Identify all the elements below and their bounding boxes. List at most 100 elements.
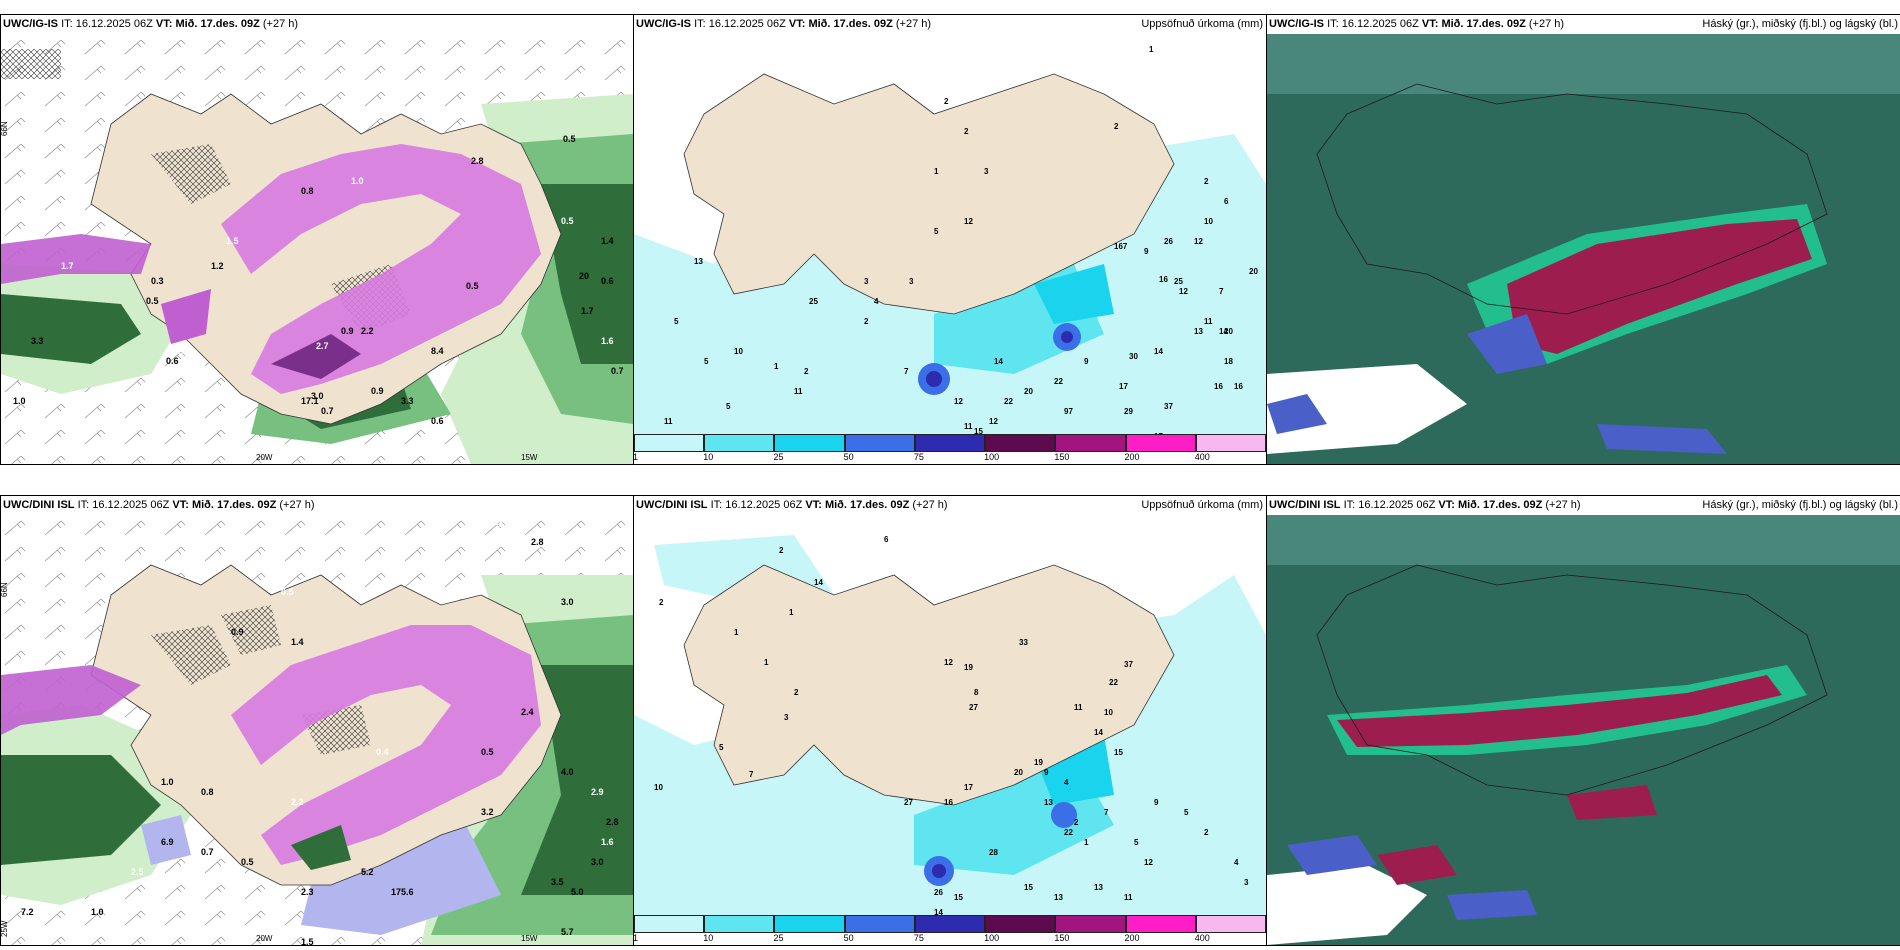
value-label: 37 xyxy=(1164,402,1173,411)
value-label: 26 xyxy=(934,888,943,897)
value-label: 2 xyxy=(1204,828,1209,837)
value-label: 2 xyxy=(794,688,799,697)
value-label: 11 xyxy=(794,387,803,396)
value-label: 19 xyxy=(1034,758,1043,767)
value-label: 17 xyxy=(391,887,401,897)
value-label: 10 xyxy=(1104,708,1113,717)
value-label: 4 xyxy=(1064,778,1069,787)
value-label: 1 xyxy=(774,362,779,371)
init-time: 16.12.2025 06Z xyxy=(1341,18,1419,30)
value-label: 0.5 xyxy=(481,747,494,757)
colorbar-swatch xyxy=(1125,434,1196,452)
colorbar-swatch xyxy=(704,434,775,452)
colorbar-swatch xyxy=(634,915,705,933)
lat-label: 66N xyxy=(1,121,9,136)
colorbar-tick: 100 xyxy=(984,452,1000,462)
colorbar-swatch xyxy=(704,915,775,933)
colorbar-swatch xyxy=(774,915,845,933)
value-label: 1.7 xyxy=(581,306,594,316)
valid-time: Mið. 17.des. 09Z xyxy=(191,499,277,511)
value-label: 14 xyxy=(934,908,943,915)
colorbar: 1 10 25 50 75 100 150 200 400 xyxy=(634,915,1266,945)
colorbar-tick: 75 xyxy=(913,452,924,462)
value-label: 26 xyxy=(1164,237,1173,246)
value-label: 2.8 xyxy=(531,537,544,547)
value-label: 1.5 xyxy=(301,937,314,945)
colorbar-swatch xyxy=(774,434,845,452)
model-name: UWC/IG-IS xyxy=(3,18,58,30)
panel-header: UWC/IG-IS IT: 16.12.2025 06Z VT: Mið. 17… xyxy=(1,15,633,34)
valid-time: Mið. 17.des. 09Z xyxy=(175,18,260,30)
value-label: 2.5 xyxy=(131,867,144,877)
lead-time: (+27 h) xyxy=(262,18,299,30)
value-label: 15 xyxy=(974,427,983,434)
value-label: 20 xyxy=(579,271,589,281)
lead-time: (+27 h) xyxy=(279,499,315,511)
value-label: 3 xyxy=(909,277,914,286)
value-label: 17.1 xyxy=(301,396,319,406)
value-label: 17 xyxy=(1154,432,1163,434)
value-label: 12 xyxy=(989,417,998,426)
colorbar-tick: 1 xyxy=(633,933,639,943)
value-label: 22 xyxy=(1064,828,1073,837)
colorbar-swatch xyxy=(844,915,915,933)
colorbar-swatch xyxy=(1195,915,1266,933)
lead-time: (+27 h) xyxy=(1528,18,1565,30)
value-label: 2.7 xyxy=(316,341,329,351)
value-label: 4 xyxy=(1234,858,1239,867)
colorbar-tick: 400 xyxy=(1194,933,1210,943)
cloud-map xyxy=(1267,34,1900,464)
value-label: 2 xyxy=(1074,818,1079,827)
panel-header: UWC/DINI ISL IT: 16.12.2025 06Z VT: Mið.… xyxy=(1,496,633,515)
value-label: 14 xyxy=(814,578,823,587)
value-label: 15 xyxy=(1114,748,1123,757)
valid-time: Mið. 17.des. 09Z xyxy=(1457,499,1543,511)
value-label: 12 xyxy=(964,217,973,226)
value-label: 2.4 xyxy=(521,707,534,717)
panel-cloud-dini: UWC/DINI ISL IT: 16.12.2025 06Z VT: Mið.… xyxy=(1266,495,1900,946)
value-label: 5 xyxy=(934,227,939,236)
value-label: 0.5 xyxy=(281,587,294,597)
field-title: Háský (gr.), miðský (fj.bl.) og lágský (… xyxy=(1702,499,1898,511)
value-label: 11 xyxy=(1074,703,1083,712)
model-name: UWC/IG-IS xyxy=(1269,18,1324,30)
value-label: 0.5 xyxy=(146,296,159,306)
value-label: 25 xyxy=(809,297,818,306)
value-label: 4 xyxy=(874,297,879,306)
value-label: 16 xyxy=(1214,382,1223,391)
low-cloud-band xyxy=(1337,675,1782,747)
colorbar-swatch xyxy=(1195,434,1266,452)
value-label: 0.4 xyxy=(376,747,389,757)
value-label: 7 xyxy=(1219,287,1224,296)
lead-time: (+27 h) xyxy=(912,499,948,511)
value-label: 17 xyxy=(1119,382,1128,391)
value-label: 14 xyxy=(1219,327,1228,336)
value-label: 11 xyxy=(1204,317,1213,326)
value-label: 2 xyxy=(944,97,949,106)
value-label: 2 xyxy=(1114,122,1119,131)
value-label: 7 xyxy=(1104,808,1109,817)
value-labels: 6214211123571012198273337221110141519920… xyxy=(654,535,1249,915)
value-label: 5 xyxy=(719,743,724,752)
value-label: 167 xyxy=(1114,242,1128,251)
colorbar-swatch xyxy=(985,915,1056,933)
value-label: 1.6 xyxy=(601,336,614,346)
value-label: 27 xyxy=(969,703,978,712)
value-label: 15 xyxy=(954,893,963,902)
value-label: 5 xyxy=(1184,808,1189,817)
value-label: 14 xyxy=(1094,728,1103,737)
value-label: 97 xyxy=(1064,407,1073,416)
value-label: 30 xyxy=(1129,352,1138,361)
value-label: 14 xyxy=(1154,347,1163,356)
value-label: 5.6 xyxy=(401,887,414,897)
value-label: 28 xyxy=(989,848,998,857)
panel-header: UWC/IG-IS IT: 16.12.2025 06Z VT: Mið. 17… xyxy=(1267,15,1900,34)
value-label: 25 xyxy=(1174,277,1183,286)
value-label: 13 xyxy=(1044,798,1053,807)
value-label: 5.2 xyxy=(361,867,374,877)
valid-time: Mið. 17.des. 09Z xyxy=(1441,18,1526,30)
value-label: 20 xyxy=(1224,327,1233,336)
value-label: 14 xyxy=(994,357,1003,366)
colorbar-tick: 100 xyxy=(984,933,1000,943)
value-label: 0.3 xyxy=(151,276,164,286)
